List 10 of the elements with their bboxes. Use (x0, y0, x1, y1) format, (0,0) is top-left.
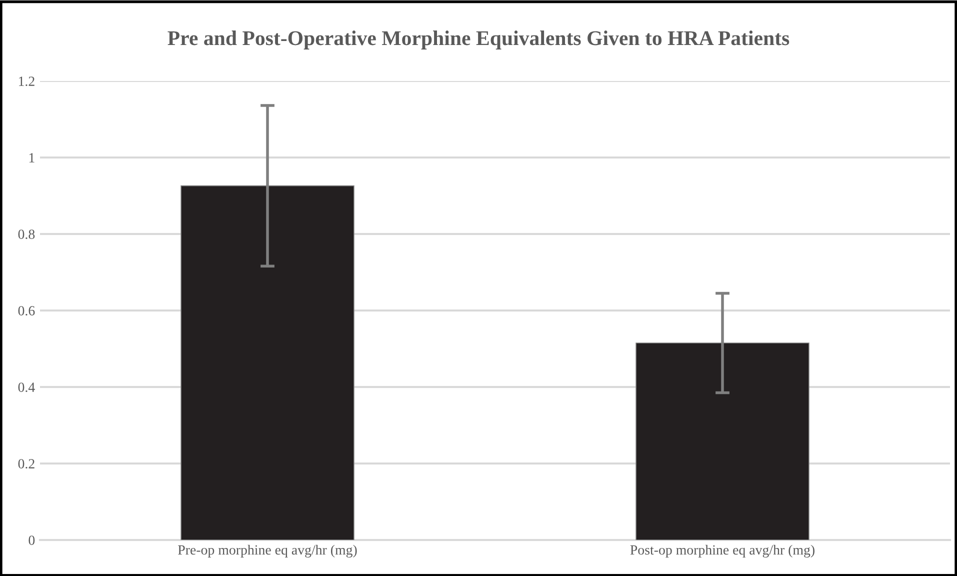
y-tick-label: 1.2 (19, 76, 34, 86)
y-tick-label: 0.6 (18, 306, 35, 316)
y-tick-label: 1 (29, 153, 34, 162)
x-tick-label: Post-op morphine eq avg/hr (mg) (630, 544, 814, 558)
y-tick-label: 0.8 (18, 230, 35, 240)
x-tick-label: Pre-op morphine eq avg/hr (mg) (178, 544, 357, 558)
y-tick-label: 0.4 (18, 382, 35, 392)
y-tick-label: 0 (28, 536, 35, 545)
chart-title: Pre and Post-Operative Morphine Equivalents Given to HRA Patients (168, 30, 790, 50)
y-tick-label: 0.2 (18, 459, 34, 469)
